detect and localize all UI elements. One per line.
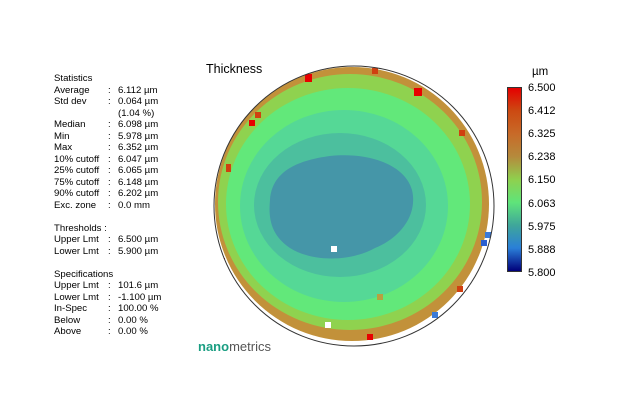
spec-row: Below:0.00 %: [54, 314, 148, 327]
spec-label: In-Spec: [54, 303, 88, 314]
stat-separator: :: [108, 176, 111, 188]
stat-label: 25% cutoff: [54, 165, 100, 176]
stat-value: 6.202 µm: [118, 188, 159, 199]
stat-row: (1.04 %): [54, 108, 154, 120]
spec-label: Lower Lmt: [54, 291, 99, 303]
stat-label: Average: [54, 84, 90, 96]
stat-separator: :: [108, 84, 111, 96]
stat-row: 75% cutoff:6.148 µm: [54, 176, 158, 189]
spec-separator: :: [108, 303, 111, 314]
statistics-panel: Statistics Average:6.112 µm Std dev:0.064…: [54, 73, 161, 338]
brand-part2: metrics: [229, 339, 271, 354]
colorbar-tick-label: 6.500: [528, 82, 556, 94]
stat-label: 10% cutoff: [54, 153, 100, 165]
wafer-outline: [213, 65, 495, 347]
threshold-row: Upper Lmt:6.500 µm: [54, 234, 158, 246]
stat-label: Std dev: [54, 96, 87, 107]
stat-label: 90% cutoff: [54, 188, 100, 199]
colorbar-tick-label: 6.412: [528, 105, 556, 118]
stat-separator: :: [108, 188, 111, 199]
spec-separator: :: [108, 280, 111, 291]
stat-row: Min:5.978 µm: [54, 130, 158, 143]
spec-row: Upper Lmt:101.6 µm: [54, 280, 158, 292]
colorbar-tick-label: 6.325: [528, 128, 556, 141]
stat-row: Max:6.352 µm: [54, 142, 158, 154]
stat-value: 6.098 µm: [118, 119, 159, 130]
threshold-label: Upper Lmt: [54, 234, 99, 245]
stat-row: 25% cutoff:6.065 µm: [54, 165, 158, 177]
stat-separator: :: [108, 96, 111, 107]
threshold-row: Lower Lmt:5.900 µm: [54, 245, 158, 258]
colorbar-unit: µm: [532, 66, 549, 78]
colorbar-tick-label: 6.063: [528, 197, 556, 210]
brand-logo: nanometrics: [198, 339, 271, 354]
stat-value: 0.0 mm: [118, 199, 150, 211]
threshold-value: 5.900 µm: [118, 245, 159, 257]
stat-value: 6.112 µm: [118, 84, 158, 96]
stat-value: 6.047 µm: [118, 153, 159, 165]
spec-row: In-Spec:100.00 %: [54, 303, 159, 315]
stat-row: Average:6.112 µm: [54, 84, 157, 97]
brand-part1: nano: [198, 339, 230, 354]
specifications-heading: Specifications: [54, 268, 114, 280]
spec-value: 101.6 µm: [118, 280, 159, 291]
stat-value: 6.065 µm: [118, 165, 159, 176]
stat-label: Median: [54, 119, 86, 130]
stat-separator: :: [108, 199, 111, 211]
threshold-separator: :: [108, 234, 111, 245]
statistics-heading: Statistics: [54, 73, 93, 84]
stat-row: Exc. zone:0.0 mm: [54, 199, 150, 212]
spec-value: 0.00 %: [118, 314, 148, 326]
stat-value: 5.978 µm: [118, 130, 159, 142]
stat-row: Std dev:0.064 µm: [54, 96, 158, 108]
stat-separator: :: [108, 153, 111, 165]
stat-value: 0.064 µm: [118, 96, 159, 107]
stat-separator: :: [108, 130, 111, 142]
stat-separator: :: [108, 165, 111, 176]
stat-row: 10% cutoff:6.047 µm: [54, 153, 158, 166]
spec-separator: :: [108, 314, 111, 326]
center-low-zone: [269, 155, 414, 259]
stat-value: 6.352 µm: [118, 142, 159, 153]
stat-row: 90% cutoff:6.202 µm: [54, 188, 158, 200]
colorbar-tick-label: 6.238: [528, 151, 556, 164]
colorbar-tick-label: 5.800: [528, 266, 556, 279]
spec-label: Below: [54, 314, 81, 326]
stat-label: Min: [54, 130, 70, 142]
stat-value: 6.148 µm: [118, 176, 159, 188]
stat-label: 75% cutoff: [54, 176, 100, 188]
colorbar: [507, 87, 522, 272]
spec-row: Above:0.00 %: [54, 326, 148, 338]
stat-label: Exc. zone: [54, 199, 97, 211]
spec-value: -1.100 µm: [118, 291, 162, 303]
colorbar-tick-label: 5.975: [528, 220, 556, 233]
stat-label: Max: [54, 142, 73, 153]
spec-separator: :: [108, 326, 111, 337]
threshold-value: 6.500 µm: [118, 234, 159, 245]
stat-separator: :: [108, 142, 111, 153]
spec-row: Lower Lmt: -1.100 µm: [54, 291, 161, 304]
colorbar-tick-label: 6.150: [528, 174, 556, 187]
spec-label: Upper Lmt: [54, 280, 99, 291]
spec-value: 0.00 %: [118, 326, 148, 337]
colorbar-tick-label: 5.888: [528, 243, 556, 256]
threshold-separator: :: [108, 245, 111, 257]
stat-separator: :: [108, 119, 111, 130]
spec-separator: :: [108, 291, 111, 303]
stat-row: Median:6.098 µm: [54, 119, 158, 131]
stat-value: (1.04 %): [118, 107, 155, 119]
spec-label: Above: [54, 326, 82, 337]
thresholds-heading: Thresholds :: [54, 222, 107, 234]
map-title: Thickness: [206, 62, 263, 76]
threshold-label: Lower Lmt: [54, 245, 99, 257]
spec-value: 100.00 %: [118, 303, 159, 314]
